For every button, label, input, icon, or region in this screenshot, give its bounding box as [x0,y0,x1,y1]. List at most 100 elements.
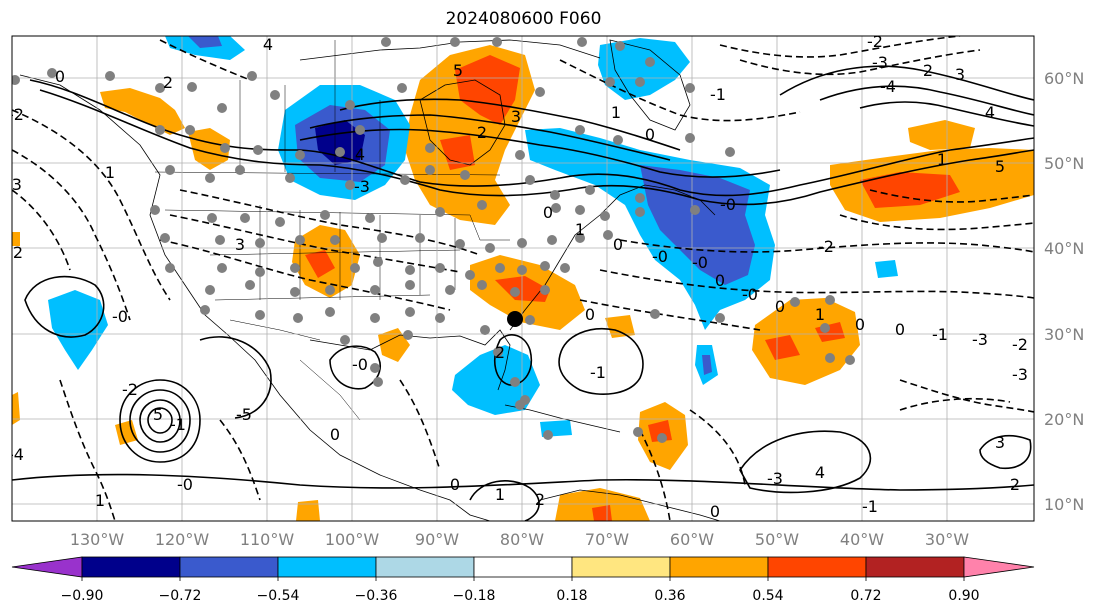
shade-blue-alaska-top [188,36,222,48]
contour-label: 4 [355,145,365,164]
lat-tick-label: 40°N [1044,239,1084,258]
shade-orange-left-edge [12,392,20,425]
station-dot [255,267,265,277]
colorbar-tick-label: −0.54 [257,588,300,604]
lon-tick-label: 110°W [240,530,295,549]
station-dot [355,125,365,135]
shade-orange-greenland-sea [908,120,975,150]
station-dot [403,330,413,340]
station-dot [293,313,303,323]
contour-dashed-17 [219,419,261,501]
contour-dashed-2 [12,149,131,321]
shade-cyan-north-atlantic-small [875,260,898,278]
highlight-marker [507,311,523,327]
station-dot [525,175,535,185]
station-dot [515,150,525,160]
lon-tick-label: 70°W [585,530,629,549]
station-dot [603,230,613,240]
contour-dashed-7 [559,59,801,122]
station-dot [373,257,383,267]
contour-label: -2 [122,380,138,399]
contour-solid-pacific-high-2 [129,389,191,453]
station-dot [820,323,830,333]
contour-solid-pacific-high-3 [139,399,181,443]
station-dot [715,313,725,323]
colorbar-tick-label: −0.18 [453,588,496,604]
contour-label: 0 [613,235,623,254]
colorbar-segment [865,556,965,578]
station-dot [600,211,610,221]
station-dot [187,82,197,92]
contour-label: -1 [710,85,726,104]
shade-orange-pacific-s [296,500,320,521]
contour-label: 2 [495,343,505,362]
shade-redorange-hudson [455,55,520,125]
colorbar-segment [375,556,475,578]
contour-label: -3 [1012,365,1028,384]
station-dot [645,57,655,67]
station-dot [325,285,335,295]
station-dot [510,377,520,387]
station-dot [535,87,545,97]
contour-label: -2 [818,237,834,256]
lon-tick-label: 40°W [840,530,884,549]
station-dot [340,335,350,345]
station-dot [605,77,615,87]
station-dot [290,287,300,297]
station-dot [547,235,557,245]
contour-solid-jet-1 [29,79,1034,197]
station-dot [615,41,625,51]
station-dot [685,83,695,93]
station-dot [485,243,495,253]
station-dot [575,205,585,215]
station-dot [245,280,255,290]
station-dot [370,363,380,373]
contour-label: -3 [6,175,22,194]
station-dot [635,77,645,87]
station-dot [275,217,285,227]
contour-label: -0 [720,195,736,214]
colorbar-tick-label: −0.90 [61,588,104,604]
station-dot [480,325,490,335]
station-dot [510,287,520,297]
station-dot [845,355,855,365]
contour-solid-jet-3 [299,128,781,178]
lon-tick-label: 120°W [155,530,210,549]
station-dot [825,295,835,305]
contour-solid-gulf-low [329,345,381,390]
contour-label: -0 [112,307,128,326]
shade-redorange-rockies [305,250,335,278]
station-dot [517,265,527,275]
shade-redorange-hudson-2 [440,135,475,170]
station-dot [240,213,250,223]
station-dot [455,239,465,249]
shade-cyan-pacific [48,290,108,370]
station-dot [725,147,735,157]
contour-label: -0 [742,285,758,304]
station-dot [217,103,227,113]
contour-solid-atlantic-ridge [558,328,644,396]
contour-label: 1 [105,163,115,182]
station-dot [790,297,800,307]
contour-solid-jet-5 [339,98,681,151]
station-dot [205,173,215,183]
contour-label: 1 [575,220,585,239]
contour-label: 2 [535,490,545,509]
station-dot [397,83,407,93]
station-dot [155,83,165,93]
lon-tick-label: 60°W [670,530,714,549]
contour-label: -3 [767,469,783,488]
province-borders [154,40,501,176]
contour-solid-florida [494,334,532,386]
longitude-labels: 130°W 120°W 110°W 100°W 90°W 80°W 70°W 60°W 50°W… [70,530,969,549]
contour-label: 4 [815,463,825,482]
contour-label: 2 [923,61,933,80]
station-dot [207,213,217,223]
colorbar-tick-labels: −0.90 −0.72 −0.54 −0.36 −0.18 0.18 0.36 0.54 0.7… [61,577,980,604]
station-dot [560,263,570,273]
station-dot [165,165,175,175]
contour-label: 4 [985,103,995,122]
station-dot [400,175,410,185]
coastline-south-america [539,489,721,521]
